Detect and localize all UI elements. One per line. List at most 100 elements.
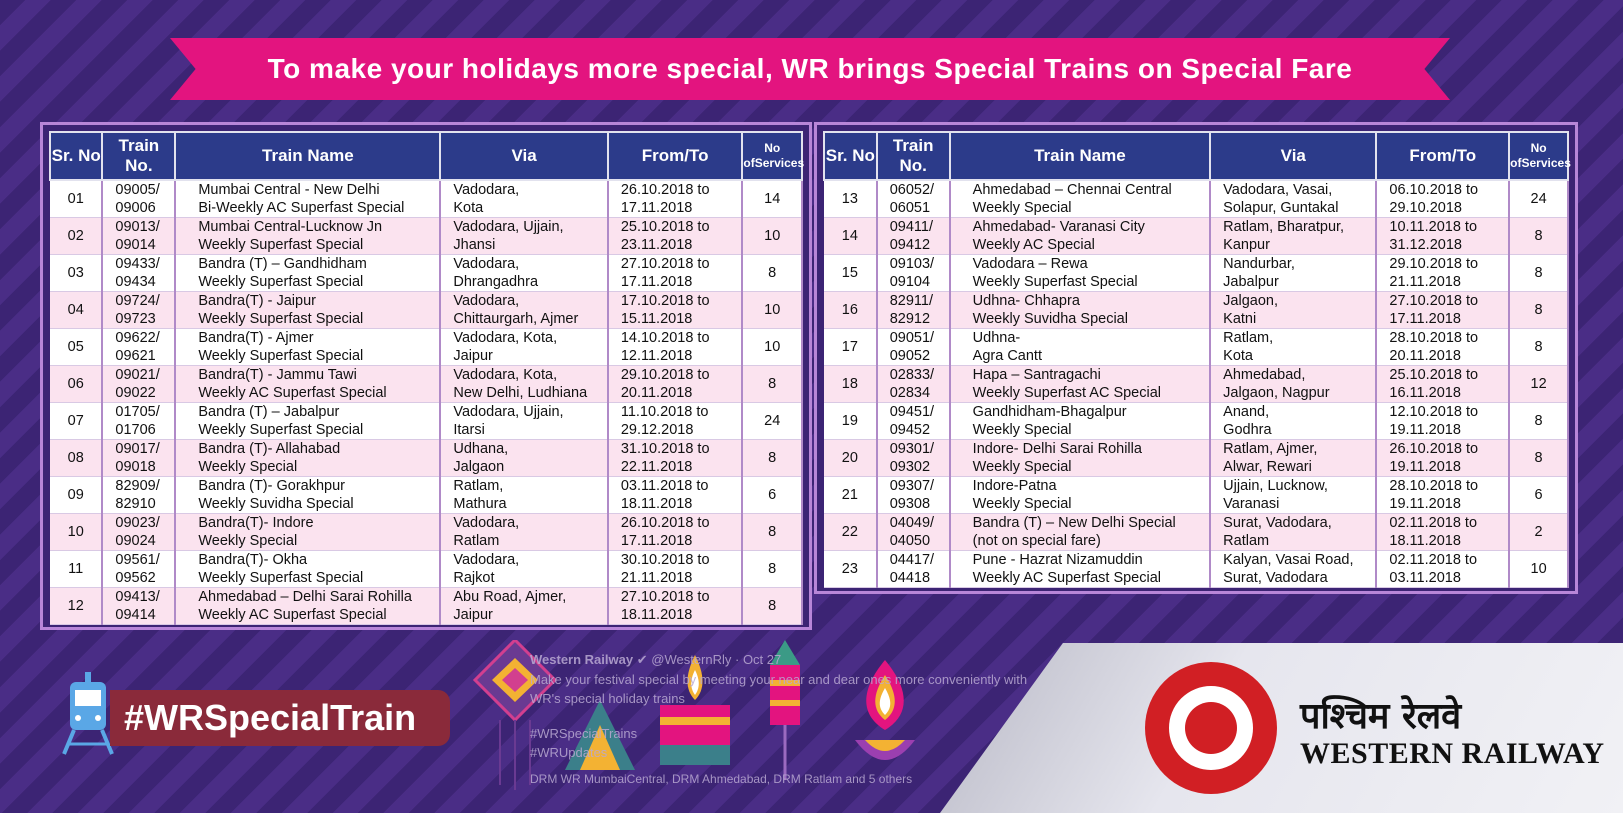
cell-from-to-text: 29.10.2018 [1389,200,1462,216]
cell-services-text: 8 [1534,265,1543,281]
cell-train-no-text: 09005/ [115,182,160,198]
cell-via-text: Vadodara, Kota, [453,330,558,346]
cell-train-name-text: Udhna- [972,330,1021,346]
cell-train-no: 09307/09308 [876,476,951,514]
cell-services: 8 [1509,328,1569,366]
cell-from-to-text: 29.12.2018 [620,422,694,438]
cell-from-to: 28.10.2018 to 19.11.2018 [1376,476,1511,514]
cell-sr-no-text: 20 [841,450,858,466]
cell-sr-no: 12 [50,587,104,625]
cell-services-text: 8 [1534,339,1543,355]
cell-train-name-text: Weekly Special [972,459,1072,475]
cell-train-no-text: 09308 [889,496,931,512]
cell-train-name-text: Bandra(T) - Jaipur [198,293,316,309]
cell-via: Kalyan, Vasai Road, Surat, Vadodara [1210,550,1378,588]
cell-train-no: 09103/09104 [876,254,951,292]
cell-train-name-text: Bandra (T) – Gandhidham [198,256,367,272]
cell-from-to-text: 17.11.2018 [620,200,693,216]
cell-train-name: Bandra (T)- Gorakhpur Weekly Suvidha Spec… [175,476,442,514]
table-row: 12 09413/09414 Ahmedabad – Delhi Sarai Roh… [50,587,803,625]
cell-via-text: Vadodara, [453,182,520,198]
cell-via-text: Rajkot [453,570,495,586]
cell-train-name-text: Mumbai Central - New Delhi [198,182,380,198]
table-row: 17 09051/09052 Udhna- Agra Cantt Ratlam, Kota… [824,328,1569,366]
cell-via-text: Ratlam, [1223,330,1274,346]
cell-train-name-text: Weekly Special [972,200,1072,216]
cell-train-name: Ahmedabad – Delhi Sarai Rohilla Weekly AC… [175,587,442,625]
cell-services-text: 8 [1534,413,1543,429]
cell-sr-no-text: 09 [67,487,84,503]
cell-train-name: Mumbai Central-Lucknow Jn Weekly Superfas… [175,217,442,255]
cell-train-name: Udhna- Agra Cantt [949,328,1212,366]
cell-train-no-text: 09433/ [115,256,160,272]
cell-via-text: Ahmedabad, [1223,367,1306,383]
cell-via: Vadodara, Kota, New Delhi, Ludhiana [440,365,609,403]
cell-via-text: Vadodara, Kota, [453,367,558,383]
cell-train-no-text: 09018 [115,459,156,475]
cell-via-text: Jaipur [453,348,493,364]
cell-train-no-text: 82911/ [889,293,933,309]
table-row: 11 09561/09562 Bandra(T)- Okha Weekly Super… [50,550,803,588]
cell-train-name-text: Weekly Superfast Special [972,274,1138,290]
cell-train-no-text: 01705/ [115,404,160,420]
cell-from-to: 10.11.2018 to 31.12.2018 [1376,217,1511,255]
cell-via-text: Kalyan, Vasai Road, [1223,552,1354,568]
table-row: 05 09622/09621 Bandra(T) - Ajmer Weekly Sup… [50,328,803,366]
cell-via-text: Vadodara, [453,256,520,272]
cell-from-to: 02.11.2018 to 18.11.2018 [1376,513,1511,551]
cell-from-to: 31.10.2018 to 22.11.2018 [607,439,744,477]
table-row: 04 09724/09723 Bandra(T) - Jaipur Weekly Su… [50,291,803,329]
cell-services: 24 [742,402,803,440]
cell-via-text: Ratlam, Ajmer, [1223,441,1318,457]
verified-icon: ✔ [636,652,648,667]
cell-sr-no-text: 21 [841,487,858,503]
logo-english-text: WESTERN RAILWAY [1300,737,1605,770]
cell-from-to: 02.11.2018 to 03.11.2018 [1376,550,1511,588]
cell-sr-no-text: 02 [67,228,84,244]
cell-services: 8 [742,254,803,292]
logo-hindi-text: पश्चिम रेलवे [1300,696,1462,737]
cell-train-no-text: 09412 [889,237,931,253]
cell-from-to-text: 19.11.2018 [1389,496,1461,512]
cell-train-no-text: 09414 [115,607,156,623]
cell-services-text: 2 [1534,524,1543,540]
cell-sr-no: 13 [824,180,878,218]
cell-via-text: Kanpur [1223,237,1270,253]
cell-train-name-text: Bandra (T) – Jabalpur [198,404,340,420]
cell-from-to-text: 12.10.2018 to [1389,404,1479,420]
cell-train-no-text: 82910 [115,496,156,512]
cell-sr-no-text: 18 [841,376,858,392]
cell-train-name: Mumbai Central - New Delhi Bi-Weekly AC S… [175,180,442,218]
cell-train-no-text: 09452 [889,422,931,438]
cell-sr-no: 21 [824,476,878,514]
table-header-row: Sr. No Train No. Train Name Via From/To … [823,131,1571,181]
cell-train-no-text: 04417/ [889,552,935,568]
cell-services-text: 14 [764,191,781,207]
cell-train-name-text: Bandra (T)- Allahabad [198,441,341,457]
header-via: Via [1209,131,1378,181]
cell-services: 8 [1509,439,1569,477]
cell-train-name-text: Weekly AC Special [972,237,1095,253]
diya-icon [660,655,730,765]
cell-from-to-text: 17.11.2018 [1389,311,1461,327]
table-row: 03 09433/09434 Bandra (T) – Gandhidham Week… [50,254,803,292]
cell-from-to: 17.10.2018 to 15.11.2018 [607,291,744,329]
cell-train-no-text: 09301/ [889,441,935,457]
table-row: 19 09451/09452 Gandhidham-Bhagalpur Weekly … [824,402,1569,440]
cell-sr-no-text: 05 [67,339,84,355]
cell-via: Vadodara, Chittaurgarh, Ajmer [440,291,609,329]
cell-train-no: 82909/82910 [102,476,177,514]
cell-from-to-text: 03.11.2018 to [620,478,709,494]
cell-via-text: Vadodara, Ujjain, [453,219,564,235]
cell-via-text: Udhana, [453,441,509,457]
cell-from-to: 29.10.2018 to 21.11.2018 [1376,254,1511,292]
cell-train-name-text: Weekly Superfast AC Special [972,385,1161,401]
cell-train-no: 04417/04418 [876,550,951,588]
cell-from-to-text: 25.10.2018 to [1389,367,1479,383]
cell-sr-no-text: 17 [841,339,858,355]
cell-train-no-text: 09104 [889,274,931,290]
header-sr-no: Sr. No [48,131,104,181]
cell-via-text: Vadodara, [453,552,520,568]
cell-train-no-text: 02834 [889,385,931,401]
cell-train-no-text: 09622/ [115,330,160,346]
